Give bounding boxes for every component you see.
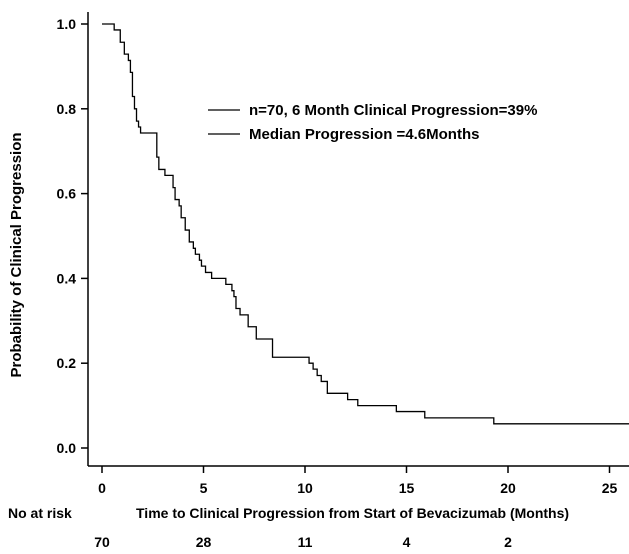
x-tick-label: 20: [500, 480, 516, 496]
x-tick-label: 25: [602, 480, 618, 496]
legend-entry: n=70, 6 Month Clinical Progression=39%: [249, 102, 537, 119]
x-tick-label: 5: [200, 480, 208, 496]
x-axis-label: Time to Clinical Progression from Start …: [136, 505, 569, 521]
y-axis-label: Probability of Clinical Progression: [8, 132, 25, 377]
x-tick-label: 0: [98, 480, 106, 496]
risk-count: 4: [403, 534, 411, 550]
legend: n=70, 6 Month Clinical Progression=39% Me…: [208, 102, 537, 143]
y-tick-label: 0.8: [57, 101, 77, 117]
axes: [87, 12, 629, 467]
y-tick-label: 0.6: [57, 186, 77, 202]
risk-count: 11: [298, 534, 313, 550]
y-ticks: 0.0 0.2 0.4 0.6 0.8 1.0: [57, 16, 88, 456]
risk-table-counts: 70 28 11 4 2: [94, 534, 512, 550]
x-ticks: 0 5 10 15 20 25: [98, 466, 617, 496]
survival-step-line: [102, 23, 629, 425]
y-tick-label: 0.4: [57, 270, 77, 286]
y-tick-label: 0.0: [57, 440, 77, 456]
x-tick-label: 10: [297, 480, 313, 496]
risk-count: 2: [504, 534, 512, 550]
legend-entry: Median Progression =4.6Months: [249, 126, 479, 143]
risk-count: 28: [196, 534, 212, 550]
risk-table-label: No at risk: [8, 505, 72, 521]
risk-count: 70: [94, 534, 110, 550]
survival-curve: [102, 23, 629, 425]
y-tick-label: 1.0: [57, 16, 77, 32]
y-tick-label: 0.2: [57, 355, 77, 371]
x-tick-label: 15: [399, 480, 415, 496]
